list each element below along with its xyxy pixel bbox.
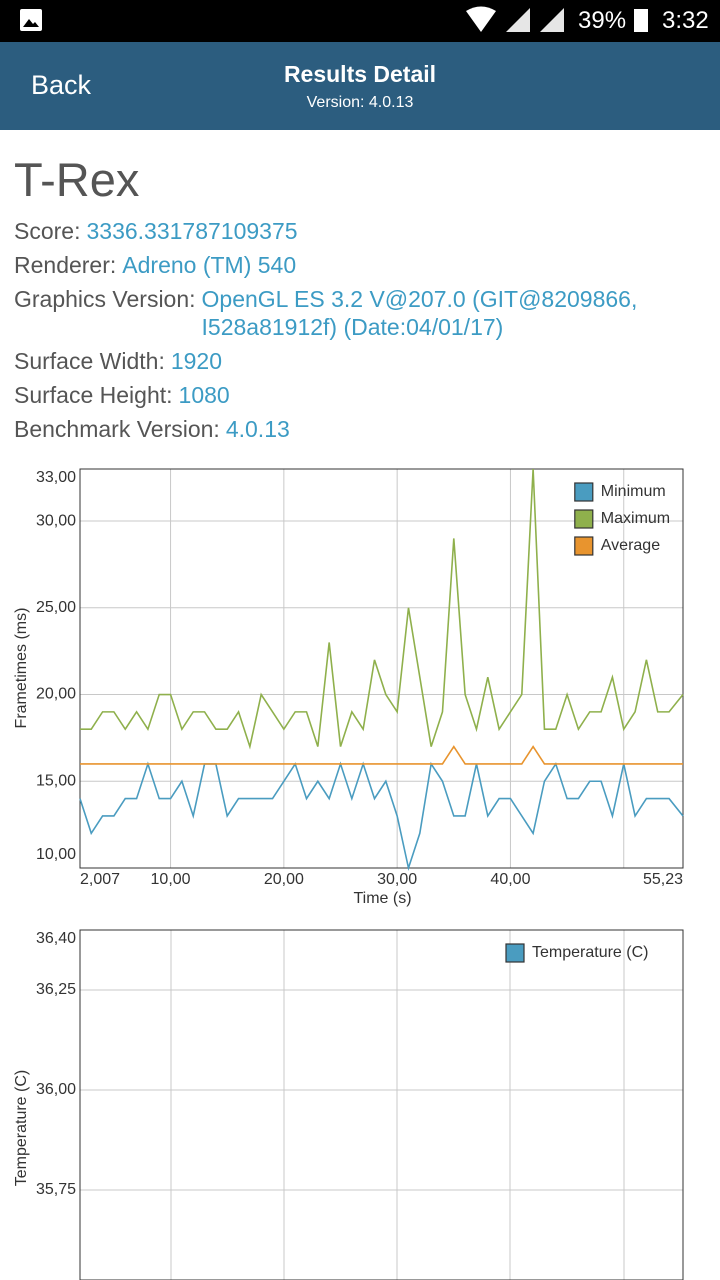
detail-label: Score:	[14, 218, 81, 244]
y-tick-label: 15,00	[36, 772, 76, 789]
details: Score: 3336.331787109375 Renderer: Adreno (…	[14, 217, 704, 449]
legend-label: Temperature (C)	[532, 944, 648, 961]
y-tick-label: 10,00	[36, 846, 76, 863]
app-bar: Back Results Detail Version: 4.0.13	[0, 42, 720, 130]
detail-label: Renderer:	[14, 252, 117, 278]
status-icons	[20, 6, 648, 32]
legend-label: Average	[601, 537, 660, 554]
signal-icon	[540, 8, 564, 32]
y-tick-label: 20,00	[36, 686, 76, 703]
back-button[interactable]: Back	[31, 70, 92, 100]
screen-title: Results Detail	[283, 61, 437, 87]
legend-swatch	[505, 943, 525, 963]
y-tick-label: 30,00	[36, 512, 76, 529]
legend-label: Minimum	[601, 483, 666, 500]
detail-row: Score: 3336.331787109375	[14, 217, 704, 245]
series-line	[79, 761, 684, 872]
detail-value: 1080	[178, 382, 230, 408]
y-tick-label: 25,00	[36, 599, 76, 616]
legend-swatch	[574, 482, 594, 502]
battery-icon	[634, 9, 648, 32]
y-tick-label: 36,00	[36, 1081, 76, 1098]
status-bar: 39% 3:32	[0, 0, 720, 42]
y-tick-label: 36,40	[36, 930, 76, 947]
detail-label: Surface Height:	[14, 382, 173, 408]
detail-value: Adreno (TM) 540	[122, 252, 297, 278]
detail-label: Benchmark Version:	[14, 416, 220, 442]
detail-label: Surface Width:	[14, 348, 165, 374]
detail-row: Renderer: Adreno (TM) 540	[14, 251, 704, 279]
wifi-icon	[466, 6, 496, 32]
legend-swatch	[574, 536, 594, 556]
detail-value: 3336.331787109375	[86, 218, 298, 244]
x-tick-label: 20,00	[264, 871, 304, 888]
detail-label: Graphics Version:	[14, 286, 196, 312]
plot-frame	[79, 929, 684, 1280]
detail-row: Benchmark Version: 4.0.13	[14, 415, 704, 443]
plot-frame	[79, 468, 684, 869]
detail-value: OpenGL ES 3.2 V@207.0 (GIT@8209866, I528…	[201, 286, 638, 340]
legend-swatch	[574, 509, 594, 529]
legend-label: Maximum	[601, 510, 670, 527]
detail-row: Surface Width: 1920	[14, 347, 704, 375]
x-tick-label: 55,23	[643, 871, 683, 888]
y-axis-label: Temperature (C)	[13, 1070, 30, 1186]
clock: 3:32	[662, 7, 709, 34]
detail-row: Graphics Version: OpenGL ES 3.2 V@207.0 (…	[14, 285, 704, 341]
x-tick-label: 10,00	[151, 871, 191, 888]
x-tick-label: 2,007	[80, 871, 120, 888]
detail-value: 1920	[170, 348, 223, 374]
test-name: T-Rex	[14, 153, 140, 206]
y-tick-label: 36,25	[36, 981, 76, 998]
series-line	[80, 745, 683, 765]
x-axis-label: Time (s)	[353, 890, 411, 907]
y-tick-label: 35,75	[36, 1181, 76, 1198]
y-axis-label: Frametimes (ms)	[13, 608, 30, 729]
series-line	[80, 468, 684, 750]
detail-row: Surface Height: 1080	[14, 381, 704, 409]
battery-level: 39%	[578, 7, 627, 34]
x-tick-label: 30,00	[377, 871, 417, 888]
version: Version: 4.0.13	[306, 94, 414, 111]
gallery-icon-shape	[23, 19, 39, 27]
y-tick-label: 33,00	[36, 469, 76, 486]
x-tick-label: 40,00	[490, 871, 530, 888]
signal-icon	[506, 8, 530, 32]
detail-value: 4.0.13	[225, 416, 290, 442]
